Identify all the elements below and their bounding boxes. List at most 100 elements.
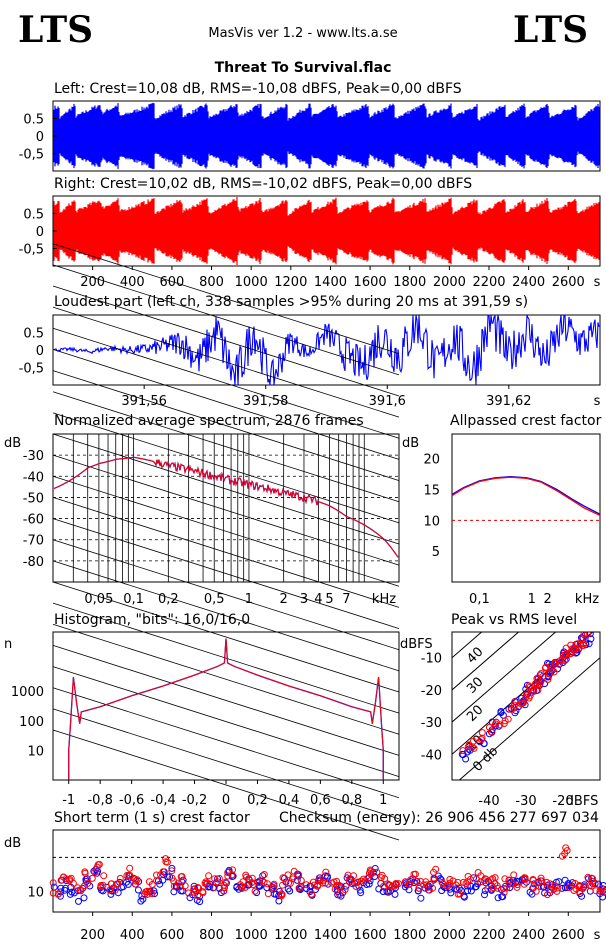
short-crest-point (591, 879, 599, 887)
short-crest-xtick: 2200 (472, 928, 505, 943)
short-crest-point (157, 871, 164, 879)
short-crest-point (253, 889, 261, 897)
short-crest-point (464, 887, 472, 895)
short-crest-point (194, 884, 202, 891)
crest-ytick: 10 (423, 514, 440, 529)
short-crest-point (279, 881, 286, 889)
short-crest-point (529, 876, 537, 883)
peak-rms-point (587, 635, 595, 643)
histogram-title: Histogram, "bits": 16,0/16,0 (54, 612, 251, 628)
histogram-ylabel: n (4, 637, 12, 652)
crest-ytick: 5 (432, 545, 440, 560)
short-crest-point (321, 879, 329, 887)
short-crest-point (141, 890, 149, 898)
right-waveform-xtick: 2200 (472, 275, 505, 290)
peak-rms-point (511, 698, 519, 706)
short-crest-point (263, 880, 271, 888)
short-crest-point (294, 870, 302, 878)
peak-rms-point (559, 651, 567, 659)
short-crest-point (176, 883, 184, 891)
peak-rms-ylabel: dBFS (400, 637, 433, 652)
short-crest-point (493, 882, 501, 890)
short-crest-point (239, 878, 247, 886)
short-crest-point (446, 879, 454, 887)
short-crest-point (168, 867, 176, 875)
short-crest-point (107, 890, 115, 898)
spectrum-slope-line (52, 264, 400, 376)
right-waveform-xtick: 400 (120, 275, 145, 290)
spectrum-xtick: 5 (325, 592, 333, 607)
short-crest-point (132, 880, 140, 888)
spectrum-ylabel: dB (4, 436, 21, 451)
spectrum-slope-line (52, 454, 400, 566)
histogram-xtick: 0,6 (310, 793, 331, 808)
spectrum-slope-line (52, 623, 400, 735)
short-crest-point (248, 879, 256, 887)
short-crest-point (296, 886, 304, 893)
short-crest-point (341, 886, 349, 894)
right-waveform-title: Right: Crest=10,02 dB, RMS=-10,02 dBFS, … (54, 176, 473, 192)
histogram-series-right (68, 638, 384, 781)
loudest-xtick: 391,6 (369, 394, 406, 409)
peak-rms-diagonal (452, 632, 557, 723)
short-crest-point (279, 874, 287, 882)
peak-rms-point (534, 686, 542, 694)
peak-rms-ytick: -10 (421, 652, 442, 667)
short-crest-point (259, 872, 267, 880)
spectrum-series-right (53, 456, 399, 558)
histogram-xtick: 0 (222, 793, 230, 808)
spectrum-slope-line (52, 708, 400, 820)
short-crest-point (59, 873, 67, 881)
short-crest-point (494, 894, 502, 902)
short-crest-xtick: 1400 (314, 928, 347, 943)
right-waveform-xtick: 2600 (552, 275, 585, 290)
short-crest-point (473, 875, 480, 883)
short-crest-point (57, 884, 65, 892)
short-crest-point (260, 871, 268, 878)
short-crest-point (264, 890, 272, 898)
short-crest-point (322, 868, 330, 876)
short-crest-point (592, 887, 600, 895)
right-waveform-series (53, 197, 600, 265)
short-crest-point (520, 880, 528, 888)
short-crest-point (342, 882, 350, 890)
short-crest-xtick: 800 (199, 928, 224, 943)
right-waveform-xtick: 1400 (314, 275, 347, 290)
short-crest-point (153, 877, 161, 885)
spectrum-slope-line (52, 475, 400, 587)
peak-rms-diagonal (452, 632, 520, 691)
left-waveform-ytick: -0,5 (19, 148, 44, 163)
checksum: Checksum (energy): 26 906 456 277 697 03… (279, 810, 599, 826)
peak-rms-point (477, 736, 485, 744)
short-crest-point (596, 887, 604, 895)
right-waveform-xtick: 200 (80, 275, 105, 290)
short-crest-point (177, 873, 185, 881)
peak-rms-point (492, 718, 500, 726)
spectrum-slope-line (52, 285, 400, 397)
short-crest-point (365, 869, 373, 877)
short-crest-xtick: 400 (120, 928, 145, 943)
spectrum-slope-line (52, 433, 400, 545)
short-crest-point (248, 874, 256, 882)
short-crest-point (220, 884, 228, 891)
short-crest-point (242, 871, 250, 879)
spectrum-slope-line (52, 391, 400, 503)
spectrum-xtick: 0,05 (84, 592, 113, 607)
file-name: Threat To Survival.flac (214, 60, 392, 76)
short-crest-point (270, 880, 278, 888)
peak-rms-point (529, 687, 537, 695)
short-crest-point (460, 892, 468, 900)
peak-rms-point (568, 648, 576, 656)
crest-ytick: 20 (423, 453, 440, 468)
spectrum-ytick: -70 (23, 534, 44, 549)
short-crest-point (99, 881, 107, 889)
short-crest-xtick: 2000 (433, 928, 466, 943)
short-crest-point (238, 882, 246, 890)
short-crest-point (124, 880, 132, 888)
short-crest-point (49, 889, 57, 897)
short-crest-point (498, 893, 506, 901)
short-crest-point (310, 881, 318, 889)
short-crest-point (521, 875, 529, 883)
peak-rms-point (580, 632, 588, 638)
spectrum-slope-line (52, 518, 400, 629)
